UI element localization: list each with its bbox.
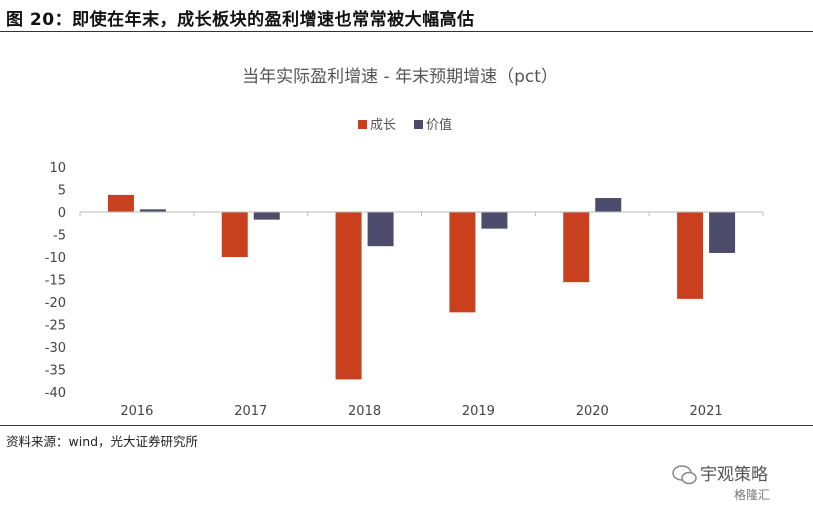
bar-价值-2021 [709, 212, 736, 253]
bar-成长-2020 [563, 212, 590, 283]
bar-价值-2017 [253, 212, 280, 220]
bar-chart: 当年实际盈利增速 - 年末预期增速（pct） 成长 价值 10 5 0 -5 -10 -15… [45, 67, 764, 419]
x-tick-label: 2018 [348, 404, 381, 419]
bar-价值-2019 [481, 212, 508, 229]
bar-成长-2021 [677, 212, 704, 299]
bar-成长-2019 [449, 212, 476, 313]
bar-成长-2016 [107, 194, 134, 212]
y-tick-label: 0 [58, 206, 66, 221]
x-tick-label: 2019 [462, 404, 495, 419]
legend-swatch [358, 120, 367, 129]
figure-title: 图 20：即使在年末，成长板块的盈利增速也常常被大幅高估 [6, 10, 475, 30]
x-tick-label: 2021 [690, 404, 723, 419]
top-rule [0, 31, 813, 32]
y-tick-label: -40 [45, 386, 66, 401]
legend-swatch [414, 120, 423, 129]
bar-成长-2017 [221, 212, 248, 257]
bottom-rule [0, 425, 813, 426]
y-tick-label: -15 [45, 274, 66, 289]
x-axis: 2016 2017 2018 2019 2020 2021 [79, 211, 764, 419]
y-tick-label: -25 [45, 319, 66, 334]
source-note: 资料来源：wind，光大证券研究所 [6, 434, 199, 449]
legend-label: 成长 [370, 118, 396, 133]
watermark: 宇观策略 格隆汇 [672, 460, 812, 504]
y-axis: 10 5 0 -5 -10 -15 -20 -25 -30 -35 -40 [45, 161, 66, 401]
y-tick-label: -30 [45, 341, 66, 356]
x-tick-label: 2016 [120, 404, 153, 419]
legend-label: 价值 [426, 117, 452, 133]
y-tick-label: -5 [53, 229, 66, 244]
watermark-sub: 格隆汇 [734, 488, 771, 502]
y-tick-label: 10 [49, 161, 66, 176]
bar-价值-2020 [595, 198, 622, 212]
wechat-icon [672, 465, 697, 485]
x-tick-label: 2020 [576, 404, 609, 419]
legend: 成长 价值 [358, 117, 452, 133]
y-tick-label: -20 [45, 296, 66, 311]
bar-价值-2016 [139, 209, 166, 212]
chart-title: 当年实际盈利增速 - 年末预期增速（pct） [242, 67, 558, 87]
y-tick-label: -35 [45, 364, 66, 379]
bar-价值-2018 [367, 212, 394, 247]
y-tick-label: -10 [45, 251, 66, 266]
bar-成长-2018 [335, 212, 362, 380]
watermark-name: 宇观策略 [700, 465, 768, 485]
bars [107, 194, 736, 380]
x-tick-label: 2017 [234, 404, 267, 419]
y-tick-label: 5 [58, 184, 66, 199]
